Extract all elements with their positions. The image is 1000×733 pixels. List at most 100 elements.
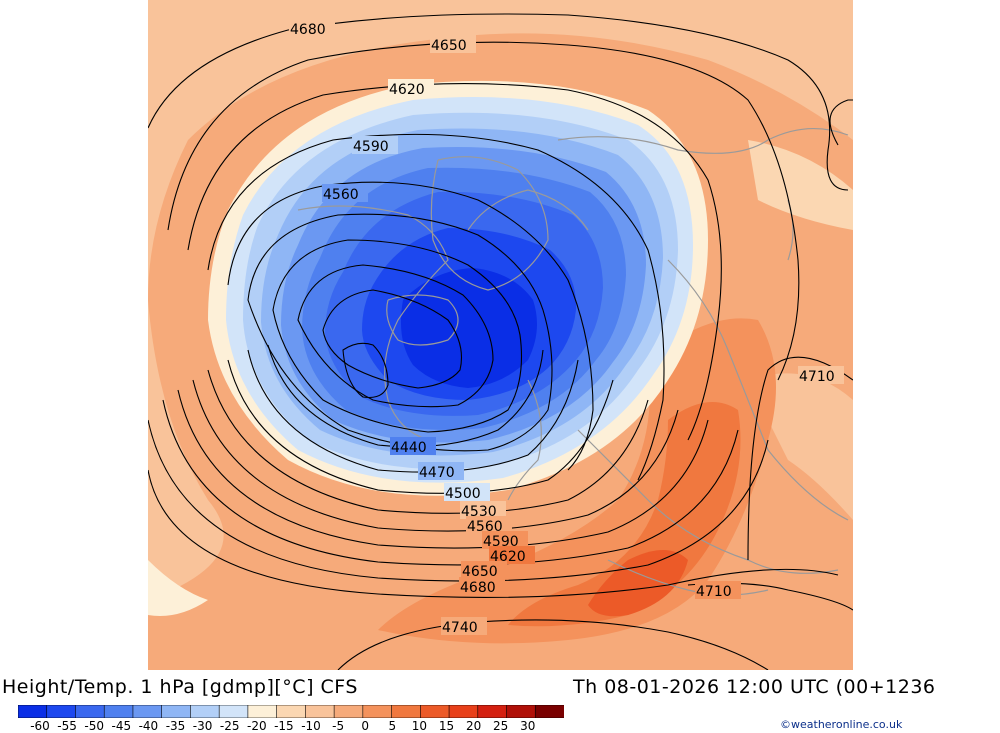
colorbar-swatch xyxy=(534,705,564,718)
contour-label-bg xyxy=(482,531,528,549)
contour-4620 xyxy=(187,83,722,441)
weather-map: 4680 4650 4620 4590 4560 4440 4470 4500 … xyxy=(148,0,853,670)
temp-field-hottest xyxy=(588,550,688,617)
colorbar-label: -50 xyxy=(84,719,104,733)
contour-inner-3 xyxy=(297,264,494,408)
contour-label-bg xyxy=(388,79,434,97)
contour-4650 xyxy=(167,41,800,381)
contour-4560-south xyxy=(192,379,679,532)
contour-4680-south xyxy=(148,469,839,598)
contour-inner-2 xyxy=(272,239,523,433)
contour-label-bg xyxy=(418,462,464,480)
contour-label-bg xyxy=(461,561,507,579)
colorbar-swatch xyxy=(103,705,134,718)
temp-field-pale-ne xyxy=(748,140,853,230)
colorbar-label: -15 xyxy=(274,719,294,733)
coastline-north-america xyxy=(297,205,449,441)
coastline-arctic-islands xyxy=(386,294,459,346)
contour-label-bg xyxy=(460,501,506,519)
contour-inner-5 xyxy=(342,342,389,399)
contour-label: 4650 xyxy=(431,38,467,54)
contour-label: 4470 xyxy=(419,465,455,481)
colorbar-label: 10 xyxy=(411,719,428,733)
colorbar-label: -40 xyxy=(138,719,159,733)
coastline-mediterranean xyxy=(607,559,769,596)
contour-4710-east xyxy=(747,356,853,561)
valid-time: Th 08-01-2026 12:00 UTC (00+1236 xyxy=(573,676,936,698)
coastline-europe xyxy=(577,429,839,574)
colorbar-label: 25 xyxy=(493,719,509,733)
colorbar-label: 30 xyxy=(520,719,536,733)
coastline-siberia xyxy=(557,128,849,154)
colorbar-swatch xyxy=(305,705,335,718)
colorbar-label: -10 xyxy=(301,719,321,733)
contour-label: 4710 xyxy=(799,369,835,385)
contour-label-bg xyxy=(289,19,335,37)
coastline-asia xyxy=(667,259,849,521)
contour-4560 xyxy=(227,181,594,471)
contour-label-bg xyxy=(695,581,741,599)
contour-label: 4620 xyxy=(389,82,425,98)
colorbar-swatch xyxy=(333,705,364,718)
contour-label-bg xyxy=(459,577,505,595)
contour-label: 4560 xyxy=(323,187,359,203)
contour-label-bg xyxy=(798,366,844,384)
colorbar-swatch xyxy=(391,705,422,718)
colorbar-swatch xyxy=(218,705,249,718)
coastline-scandinavia xyxy=(507,379,542,501)
credit-link[interactable]: ©weatheronline.co.uk xyxy=(780,718,903,731)
contour-label-bg xyxy=(441,617,487,635)
colorbar-label: 5 xyxy=(388,719,397,733)
contour-label: 4500 xyxy=(445,486,481,502)
contour-label: 4590 xyxy=(353,139,389,155)
contour-label: 4440 xyxy=(391,440,427,456)
colorbar-label: -45 xyxy=(111,719,132,733)
colorbar xyxy=(18,705,564,718)
colorbar-swatch xyxy=(506,705,537,718)
contour-label: 4740 xyxy=(442,620,478,636)
contour-4740 xyxy=(337,619,769,670)
contour-4530 xyxy=(207,369,649,514)
colorbar-swatch xyxy=(46,705,77,718)
colorbar-swatch xyxy=(190,705,220,718)
colorbar-swatch xyxy=(18,705,48,718)
colorbar-label: -55 xyxy=(57,719,77,733)
contour-4680-north xyxy=(148,13,849,191)
contour-4590-south xyxy=(177,389,709,549)
colorbar-label: 15 xyxy=(438,719,455,733)
colorbar-swatch xyxy=(75,705,106,718)
contour-label: 4710 xyxy=(696,584,732,600)
colorbar-label: 0 xyxy=(361,719,370,733)
colorbar-swatch xyxy=(247,705,278,718)
contour-label-bg xyxy=(390,437,436,455)
coastline-arctic-north xyxy=(467,189,589,231)
contour-label-bg xyxy=(430,35,476,53)
contour-inner-1 xyxy=(247,213,553,452)
colorbar-swatch xyxy=(448,705,479,718)
contour-label: 4680 xyxy=(290,22,326,38)
contour-4740-ne xyxy=(829,99,853,146)
contour-4590 xyxy=(207,133,665,481)
colorbar-label: -60 xyxy=(30,719,50,733)
colorbar-swatch xyxy=(477,705,508,718)
colorbar-swatch xyxy=(420,705,450,718)
colorbar-swatch xyxy=(161,705,192,718)
colorbar-label: -30 xyxy=(192,719,213,733)
colorbar-label: -35 xyxy=(165,719,186,733)
colorbar-swatch xyxy=(276,705,307,718)
contour-label-bg xyxy=(466,516,512,534)
colorbar-label: -20 xyxy=(246,719,267,733)
colorbar-label: -25 xyxy=(219,719,240,733)
temp-field-cold-core xyxy=(400,268,537,388)
contour-label-bg xyxy=(444,483,490,501)
contour-label-bg xyxy=(352,136,398,154)
contour-label: 4680 xyxy=(460,580,496,596)
temp-field-light xyxy=(148,0,853,300)
contour-label-bg xyxy=(322,184,368,202)
contour-label-bg xyxy=(489,546,535,564)
contour-label-group: 4680 4650 4620 4590 4560 4440 4470 4500 … xyxy=(289,19,844,636)
contour-inner-4 xyxy=(322,289,463,389)
colorbar-swatch xyxy=(362,705,393,718)
colorbar-label: 20 xyxy=(465,719,482,733)
colorbar-swatch xyxy=(132,705,163,718)
